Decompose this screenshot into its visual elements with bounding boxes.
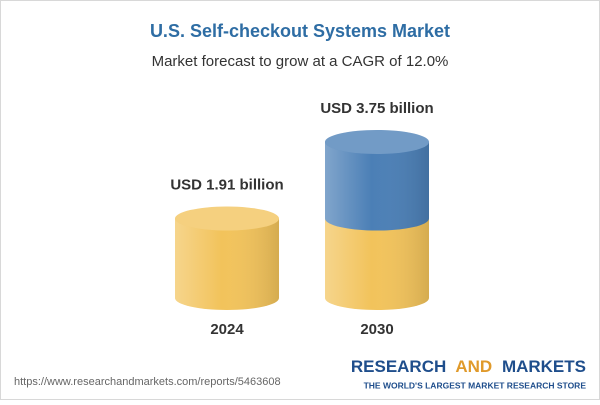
value-label: USD 3.75 billion	[320, 100, 433, 117]
chart-subtitle: Market forecast to grow at a CAGR of 12.…	[152, 53, 449, 70]
cylinder-top	[175, 206, 279, 231]
brand-name: RESEARCH AND MARKETS	[351, 357, 586, 376]
cylinder-top-light	[175, 206, 279, 231]
brand-part: RESEARCH	[351, 357, 446, 376]
category-label: 2030	[360, 321, 393, 338]
category-label: 2024	[210, 321, 244, 338]
cylinder-shade	[175, 218, 279, 310]
cylinder-top	[325, 130, 429, 154]
cylinder-top-light	[325, 130, 429, 154]
brand-part: MARKETS	[502, 357, 586, 376]
brand-tagline: THE WORLD'S LARGEST MARKET RESEARCH STOR…	[364, 380, 587, 390]
cylinder-shade	[325, 142, 429, 231]
value-label: USD 1.91 billion	[170, 177, 283, 194]
brand-part: AND	[455, 357, 492, 376]
source-url[interactable]: https://www.researchandmarkets.com/repor…	[14, 376, 281, 388]
chart-title: U.S. Self-checkout Systems Market	[150, 21, 450, 41]
cylinder-shade	[325, 218, 429, 310]
